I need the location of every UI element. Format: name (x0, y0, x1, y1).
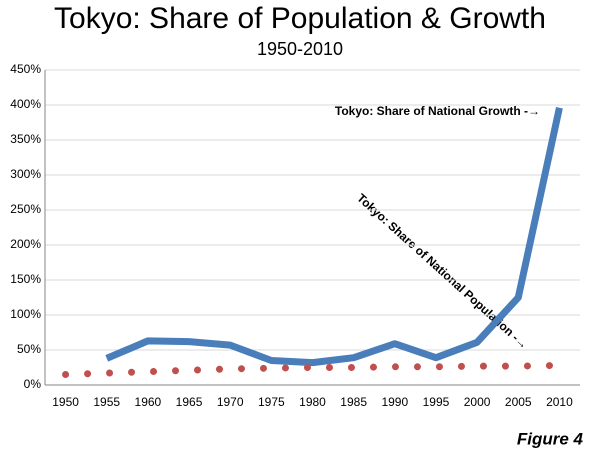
y-tick-label: 450% (10, 62, 41, 76)
x-tick-label: 1955 (93, 395, 120, 409)
x-tick-label: 1985 (340, 395, 367, 409)
line-series (62, 361, 563, 378)
y-tick-label: 200% (10, 237, 41, 251)
y-tick-label: 300% (10, 167, 41, 181)
y-tick-label: 150% (10, 272, 41, 286)
x-tick-label: 1970 (217, 395, 244, 409)
annotation: Tokyo: Share of National Growth -→ (335, 104, 540, 118)
x-tick-label: 1965 (176, 395, 203, 409)
y-tick-label: 400% (10, 97, 41, 111)
chart-subtitle: 1950-2010 (257, 39, 343, 59)
y-tick-label: 350% (10, 132, 41, 146)
figure-label: Figure 4 (517, 429, 584, 448)
y-tick-label: 50% (17, 342, 41, 356)
chart-title: Tokyo: Share of Population & Growth (54, 2, 546, 35)
x-tick-label: 1950 (52, 395, 79, 409)
x-tick-label: 1995 (423, 395, 450, 409)
x-tick-label: 2005 (505, 395, 532, 409)
x-tick-label: 2010 (546, 395, 573, 409)
x-tick-label: 1975 (258, 395, 285, 409)
y-tick-label: 100% (10, 307, 41, 321)
y-tick-label: 0% (24, 377, 42, 391)
x-tick-label: 1990 (381, 395, 408, 409)
y-tick-label: 250% (10, 202, 41, 216)
annotation: Tokyo: Share of National Population -→ (354, 191, 531, 352)
x-tick-label: 2000 (464, 395, 491, 409)
line-series (105, 107, 563, 367)
x-tick-label: 1980 (299, 395, 326, 409)
x-tick-label: 1960 (135, 395, 162, 409)
